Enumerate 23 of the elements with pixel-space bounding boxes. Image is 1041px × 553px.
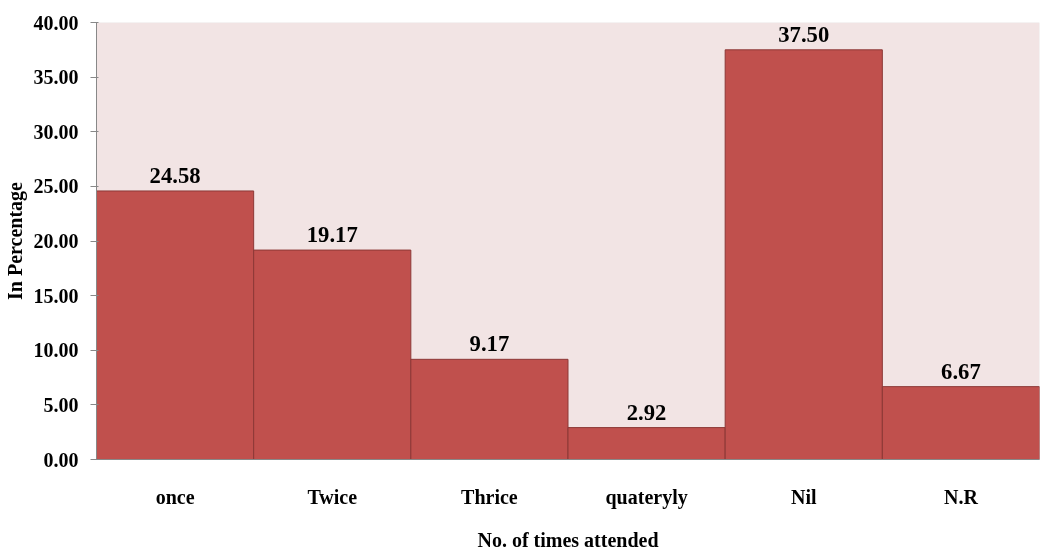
x-tick-label: N.R xyxy=(943,485,979,508)
data-label: 19.17 xyxy=(306,222,358,248)
data-label: 24.58 xyxy=(149,162,201,188)
data-label: 9.17 xyxy=(469,331,510,357)
x-tick-label: Nil xyxy=(790,485,817,508)
y-tick-label: 20.00 xyxy=(33,230,79,252)
x-tick-label: Thrice xyxy=(461,485,518,508)
y-tick-label: 30.00 xyxy=(33,120,79,143)
x-axis-title: No. of times attended xyxy=(477,528,659,551)
x-tick-label: once xyxy=(155,485,195,508)
y-tick-label: 0.00 xyxy=(43,448,79,471)
y-tick-label: 15.00 xyxy=(33,284,79,307)
y-tick-label: 5.00 xyxy=(43,393,79,416)
y-axis-title: In Percentage xyxy=(3,181,27,300)
y-tick-label: 40.00 xyxy=(33,11,79,34)
y-tick-label: 35.00 xyxy=(33,66,79,89)
data-label: 6.67 xyxy=(941,358,981,384)
x-tick-label: quateryly xyxy=(605,485,688,509)
data-label: 2.92 xyxy=(626,399,667,425)
x-tick-label: Twice xyxy=(307,485,358,508)
data-label: 37.50 xyxy=(778,21,830,47)
y-tick-label: 10.00 xyxy=(33,339,79,362)
y-tick-label: 25.00 xyxy=(33,175,79,198)
